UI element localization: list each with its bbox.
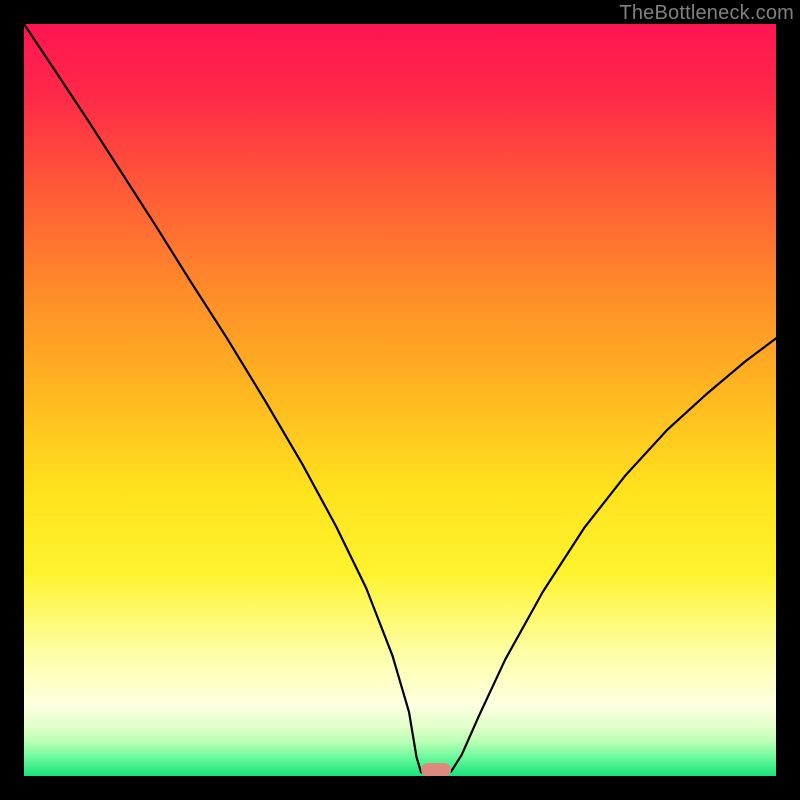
optimum-marker	[421, 763, 451, 776]
watermark-text: TheBottleneck.com	[619, 2, 794, 25]
chart-stage: TheBottleneck.com	[0, 0, 800, 800]
chart-svg	[24, 24, 776, 776]
plot-area	[24, 24, 776, 776]
gradient-background	[24, 24, 776, 776]
